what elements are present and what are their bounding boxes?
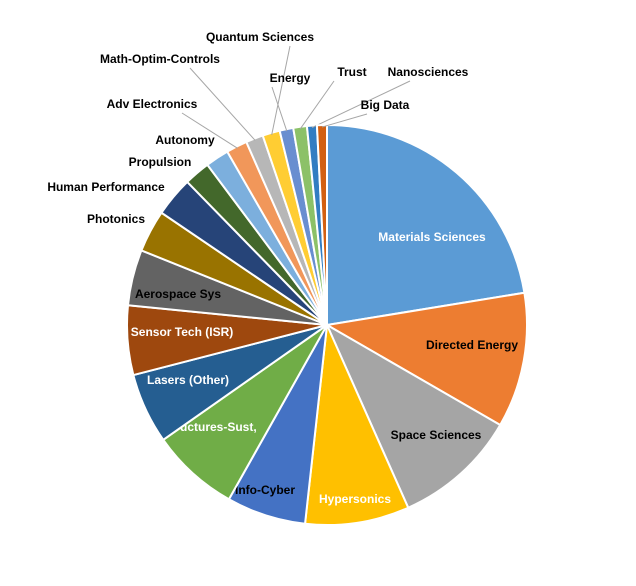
leader-line: [181, 112, 238, 149]
slice-label: Big Data: [361, 98, 410, 112]
slice-label: Human Performance: [47, 180, 165, 194]
slice-label: Directed Energy: [426, 338, 518, 352]
slice-label: Math-Optim-Controls: [100, 52, 220, 66]
leader-line: [271, 86, 288, 132]
leader-line: [271, 45, 291, 135]
slice-label: Propulsion: [129, 155, 192, 169]
leader-line: [311, 80, 411, 129]
slice-label: Aerospace Sys: [135, 287, 221, 301]
slice-label: Adv Electronics: [107, 97, 198, 111]
slice-label: Nanosciences: [388, 65, 469, 79]
pie-slice: [303, 321, 410, 526]
slice-label: Hypersonics: [319, 492, 391, 506]
slice-label: Sensor Tech (ISR): [131, 325, 233, 339]
leader-line: [321, 113, 368, 128]
slice-label: Materials Sciences: [378, 230, 486, 244]
slice-label: Info-Cyber: [235, 483, 295, 497]
slice-label: Autonomy: [155, 133, 215, 147]
slice-label: Energy: [270, 71, 311, 85]
pie-slice: [324, 291, 528, 427]
slice-label: Lasers (Other): [147, 373, 229, 387]
slice-label: Space Sciences: [391, 428, 482, 442]
leader-line: [189, 67, 256, 141]
pie-slice: [324, 322, 502, 510]
leader-line: [299, 80, 335, 130]
slice-label: Quantum Sciences: [206, 30, 314, 44]
pie-slice: [315, 123, 328, 326]
pie-slice: [326, 123, 526, 327]
slice-label: Photonics: [87, 212, 145, 226]
slice-label: Trust: [337, 65, 366, 79]
